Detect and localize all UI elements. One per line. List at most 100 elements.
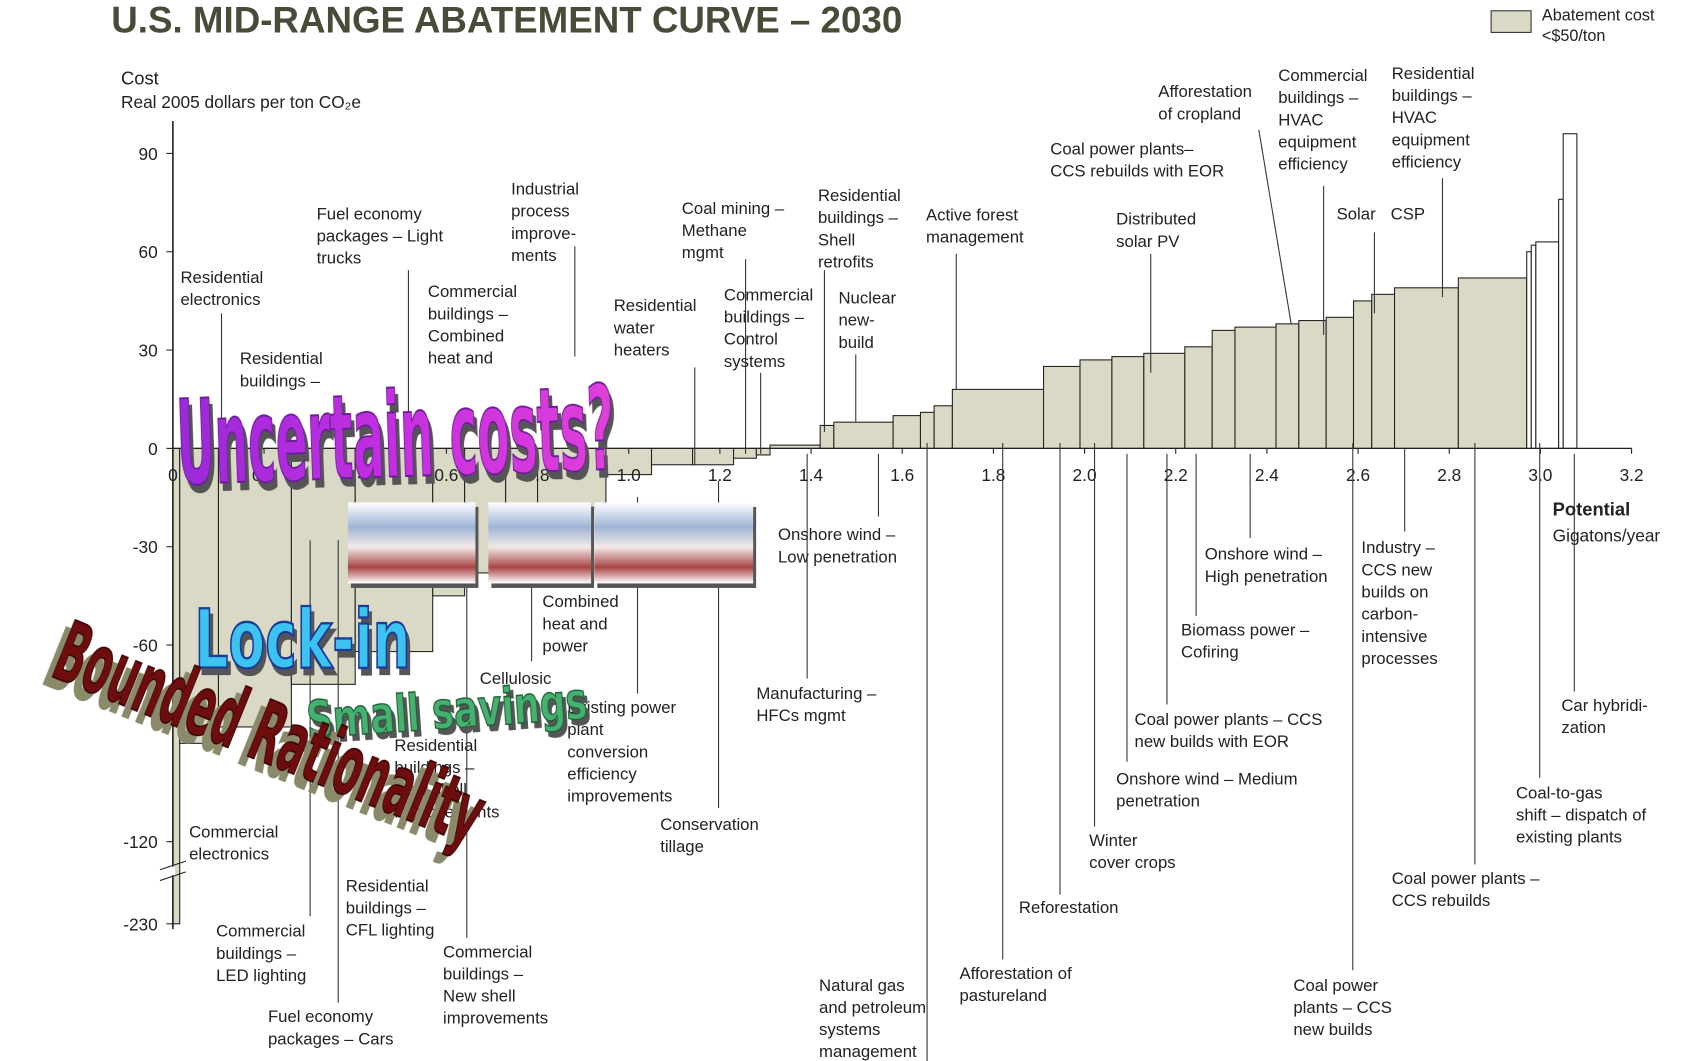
bar [1372,294,1395,448]
annotation-label: penetration [1116,792,1200,811]
annotation-label: Industry – [1361,538,1435,557]
annotation-label: buildings – [1392,86,1473,105]
legend-label: Abatement cost <$50/ton [1542,5,1688,46]
axis-break-gap [171,867,175,876]
bar [1212,330,1235,448]
annotation-label: Car hybridi- [1561,696,1647,715]
bar [734,448,757,458]
x-tick-label: 2.4 [1255,465,1279,485]
gradient-box [594,502,753,583]
gradient-box [348,502,476,583]
annotation-label: CSP [1391,204,1425,223]
annotation-label: packages – Cars [268,1029,394,1048]
annotation-label: Fuel economy [268,1007,374,1026]
annotation-label: efficiency [567,765,637,784]
annotation-label: power [542,637,588,656]
annotation-label: Coal power [1293,976,1378,995]
x-tick-label: 1.8 [981,465,1005,485]
x-tick-label: 2.0 [1073,465,1097,485]
annotation-label: heat and [542,614,607,633]
bar [1276,324,1299,449]
annotation-label: new builds [1293,1020,1372,1039]
bar [1563,134,1577,449]
annotation-label: of cropland [1158,104,1241,123]
x-tick-label: 1.0 [617,465,641,485]
annotation-label: buildings – [346,899,427,918]
bar [1144,353,1185,448]
annotation-label: Commercial [1278,66,1367,85]
annotation-label: Natural gas [819,976,905,995]
annotation-label: improvements [443,1009,548,1028]
annotation-label: efficiency [1392,152,1462,171]
annotation-label: Commercial [216,922,305,941]
annotation-label: Residential [346,876,429,895]
annotation-label: HVAC [1278,110,1323,129]
annotation-label: LED lighting [216,966,306,985]
y-tick-label: -230 [123,914,158,934]
bar [1044,366,1080,448]
annotation-label: Onshore wind – [1205,545,1323,564]
bar [693,448,734,464]
annotation-label: management [819,1042,917,1061]
bar [1235,327,1276,448]
x-tick-label: 3.0 [1528,465,1552,485]
annotation-label: Control [724,330,778,349]
annotation-label: buildings – [818,208,899,227]
annotation-label: Industrial [511,179,579,198]
annotation-label: Conservation [660,815,759,834]
x-tick-label: 1.4 [799,465,823,485]
annotation-label: buildings – [1278,88,1359,107]
annotation-label: equipment [1392,130,1471,149]
bar [1185,347,1212,449]
annotation-label: Residential [180,268,263,287]
annotation-label: and petroleum [819,998,926,1017]
annotation-label: Onshore wind – [778,525,896,544]
annotation-label: Reforestation [1019,898,1119,917]
annotation-label: buildings – [216,944,297,963]
chart-title: U.S. MID-RANGE ABATEMENT CURVE – 2030 [111,0,902,40]
annotation-label: cover crops [1089,853,1176,872]
annotation-label: plants – CCS [1293,998,1392,1017]
annotation-label: HFCs mgmt [756,706,846,725]
chart: U.S. MID-RANGE ABATEMENT CURVE – 2030 Co… [0,0,1691,1061]
annotation-label: zation [1561,718,1606,737]
annotation-label: equipment [1278,132,1357,151]
x-axis-title: Potential [1553,498,1631,519]
annotation-label: Methane [682,221,747,240]
annotation-label: efficiency [1278,155,1348,174]
bar [652,448,693,464]
bar [820,425,834,448]
x-tick-label: 0 [168,465,178,485]
annotation-label: improvements [567,787,672,806]
y-tick-label: -30 [133,537,158,557]
annotation-label: Solar [1337,204,1376,223]
bar [1080,360,1112,448]
annotation-label: existing plants [1516,828,1622,847]
annotation-label: trucks [317,249,362,268]
legend: Abatement cost <$50/ton [1542,5,1688,54]
bar [834,422,893,448]
annotation-label: High penetration [1205,567,1328,586]
gradient-box [488,502,591,583]
annotation-label: CFL lighting [346,921,435,940]
bar [934,406,952,449]
bar [756,448,770,455]
annotation-label: Nuclear [838,289,896,308]
annotation-label: CCS new [1361,560,1433,579]
annotation-label: new builds with EOR [1135,732,1289,751]
annotation-label: management [926,228,1024,247]
y-tick-label: 0 [148,439,158,459]
annotation-label: Residential [614,296,697,315]
bar [920,412,934,448]
x-tick-label: 2.6 [1346,465,1370,485]
annotation-label: Winter [1089,831,1138,850]
bar [1536,242,1559,448]
x-tick-label: 1.6 [890,465,914,485]
annotation-label: Coal power plants – [1392,869,1541,888]
annotation-label: shift – dispatch of [1516,806,1647,825]
bar [1354,301,1372,448]
annotation-label: Fuel economy [317,204,423,223]
annotation-label: Active forest [926,205,1018,224]
annotation-label: Combined [428,326,504,345]
annotation-label: New shell [443,987,516,1006]
